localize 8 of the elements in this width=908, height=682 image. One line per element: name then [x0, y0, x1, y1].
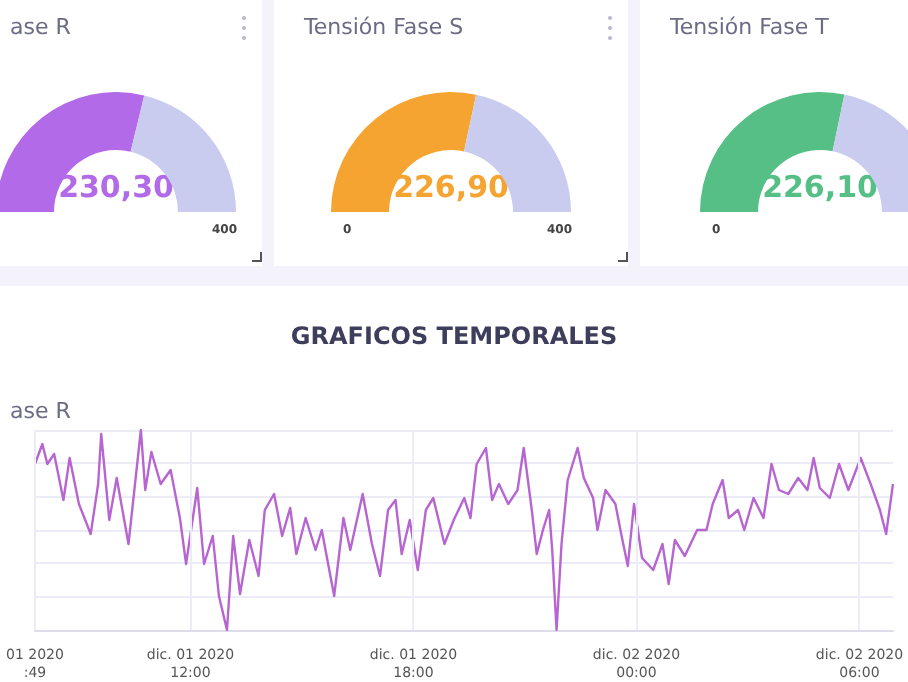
chart-title: Tensión Fase T [668, 14, 830, 40]
data-label: 230,30 [58, 169, 174, 205]
chart-subtitle: ase R [10, 398, 72, 424]
chart-title: Tensión Fase S [302, 14, 464, 40]
chart-title: ase R [10, 14, 72, 40]
data-label: 226,90 [393, 169, 509, 205]
data-label: 226,10 [762, 169, 878, 205]
chart-title: GRAFICOS TEMPORALES [290, 322, 618, 350]
